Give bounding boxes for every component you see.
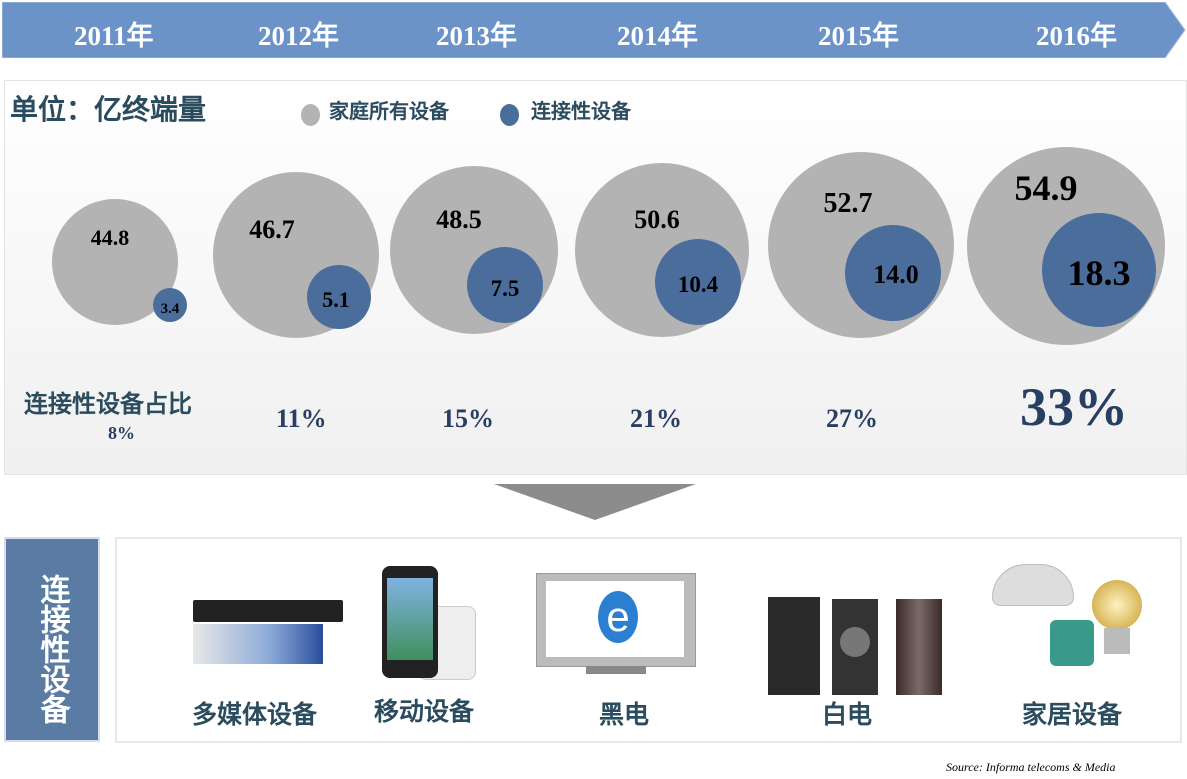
share-value: 11% <box>276 404 327 433</box>
legend-swatch-connected <box>500 104 519 126</box>
year-label: 2012年 <box>258 21 339 51</box>
device-label: 多媒体设备 <box>192 700 318 729</box>
ratio-label: 连接性设备占比 <box>24 389 192 418</box>
year-label: 2011年 <box>74 21 154 51</box>
bubble-chart: 44.8 3.4 46.7 5.1 48.5 7.5 50.6 10.4 52.7 14.0 54.… <box>52 147 1165 345</box>
device-label: 移动设备 <box>374 697 475 726</box>
smart-home-image <box>992 560 1172 670</box>
bubble-label-all: 54.9 <box>1015 168 1078 208</box>
legend-swatch-all <box>301 104 320 126</box>
bubble-label-connected: 14.0 <box>873 260 919 289</box>
bubble-connected-devices <box>153 288 187 322</box>
down-arrow-icon <box>494 484 696 520</box>
device-label: 黑电 <box>599 700 650 729</box>
year-label: 2016年 <box>1036 21 1117 51</box>
bubble-label-all: 48.5 <box>436 205 482 234</box>
blu-ray-player-image <box>193 600 343 665</box>
share-value: 33% <box>1020 377 1128 437</box>
bubble-connected-devices <box>845 225 941 321</box>
appliances-image <box>768 597 944 695</box>
device-label: 白电 <box>822 700 873 729</box>
share-value: 21% <box>630 404 682 433</box>
timeline-banner <box>2 2 1186 58</box>
source-note: Source: Informa telecoms & Media <box>946 760 1116 774</box>
bubble-connected-devices <box>1042 213 1156 327</box>
bubble-label-connected: 10.4 <box>678 272 719 297</box>
share-value: 27% <box>826 404 878 433</box>
bubble-label-all: 46.7 <box>249 215 295 244</box>
bubble-connected-devices <box>307 265 371 329</box>
bubble-label-all: 50.6 <box>634 205 680 234</box>
bubble-label-connected: 18.3 <box>1068 253 1131 293</box>
share-value: 15% <box>442 404 494 433</box>
bubble-label-all: 52.7 <box>824 188 873 219</box>
bubble-label-connected: 3.4 <box>161 301 180 317</box>
bubble-label-connected: 7.5 <box>491 276 520 301</box>
device-label: 家居设备 <box>1022 700 1123 729</box>
year-label: 2015年 <box>818 21 899 51</box>
legend-label-connected: 连接性设备 <box>531 99 631 123</box>
unit-label: 单位：亿终端量 <box>10 95 207 126</box>
side-label: 连接性设备 <box>4 537 100 742</box>
smartphone-image <box>378 566 476 681</box>
bubble-label-all: 44.8 <box>91 225 130 250</box>
bubble-label-connected: 5.1 <box>322 287 350 312</box>
tv-image: e <box>536 573 696 676</box>
year-label: 2014年 <box>617 21 698 51</box>
bubble-all-devices <box>52 199 178 325</box>
share-value: 8% <box>108 423 135 443</box>
legend-label-all: 家庭所有设备 <box>329 99 449 123</box>
year-label: 2013年 <box>436 21 517 51</box>
bubble-connected-devices <box>655 239 741 325</box>
bubble-connected-devices <box>467 247 543 323</box>
